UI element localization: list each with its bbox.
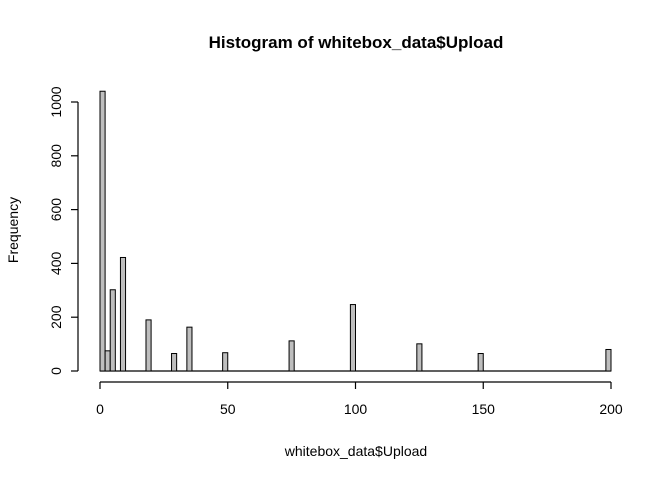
y-tick-label: 1000 xyxy=(48,86,64,117)
y-tick-label: 800 xyxy=(48,144,64,168)
histogram-bar xyxy=(349,304,357,372)
histogram-bar xyxy=(605,348,612,372)
histogram-bar xyxy=(477,353,484,372)
histogram-bar xyxy=(186,326,193,372)
histogram-bar xyxy=(288,340,295,372)
x-tick-label: 100 xyxy=(344,401,368,417)
histogram-bar xyxy=(104,350,111,372)
chart-title: Histogram of whitebox_data$Upload xyxy=(209,33,504,52)
histogram-bar xyxy=(99,90,106,372)
histogram-bar xyxy=(416,343,423,372)
x-tick-label: 50 xyxy=(220,401,236,417)
y-axis-label: Frequency xyxy=(5,197,21,263)
y-tick-label: 400 xyxy=(48,252,64,276)
histogram-bar xyxy=(109,289,116,372)
x-axis-label: whitebox_data$Upload xyxy=(284,443,427,459)
histogram-bar xyxy=(222,352,229,372)
histogram-bar xyxy=(171,353,178,372)
histogram-bar xyxy=(145,319,152,372)
y-tick-label: 0 xyxy=(48,367,64,375)
y-tick-label: 200 xyxy=(48,305,64,329)
x-axis: 0 50 100 150 200 xyxy=(96,381,623,417)
x-tick-label: 200 xyxy=(599,401,623,417)
y-tick-label: 600 xyxy=(48,198,64,222)
y-axis: 0 200 400 600 800 1000 xyxy=(48,86,79,375)
x-tick-label: 150 xyxy=(472,401,496,417)
histogram-bar xyxy=(119,256,127,372)
x-tick-label: 0 xyxy=(96,401,104,417)
bars-group xyxy=(99,90,612,372)
